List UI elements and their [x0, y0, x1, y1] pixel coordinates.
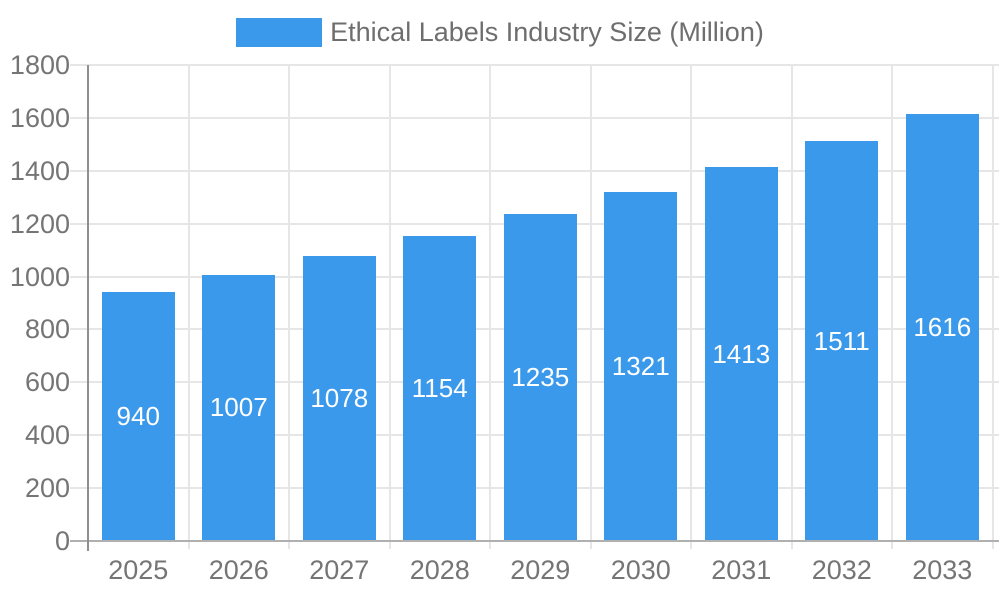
y-tick-label: 800: [24, 314, 70, 345]
bar-value-label: 940: [116, 401, 160, 432]
gridline-vertical: [589, 65, 592, 549]
x-tick-label: 2033: [912, 555, 973, 585]
bar: 1321: [604, 191, 678, 541]
y-tick-label: 200: [24, 473, 70, 504]
gridline-vertical: [891, 65, 893, 549]
bar: 1413: [704, 167, 778, 541]
y-tick-label: 1600: [9, 102, 70, 133]
legend-swatch: [236, 18, 323, 47]
gridline-vertical: [790, 65, 793, 549]
bar-value-label: 1616: [913, 311, 972, 342]
y-tick-label: 1400: [9, 155, 70, 186]
x-tick-label: 2026: [208, 555, 269, 585]
gridline-vertical: [991, 65, 994, 549]
y-tick-label: 1000: [9, 261, 70, 292]
bar: 940: [101, 292, 175, 541]
y-tick-label: 1800: [9, 50, 70, 80]
gridline-vertical: [288, 65, 290, 549]
y-tick-label: 1200: [9, 208, 70, 239]
bar-value-label: 1007: [209, 392, 268, 423]
bar: 1511: [805, 141, 879, 541]
x-tick-label: 2027: [309, 555, 370, 585]
x-tick-label: 2028: [409, 555, 470, 585]
gridline-vertical: [187, 65, 190, 549]
gridline-vertical: [388, 65, 391, 549]
plot-area: 0 200 400 600 800 1000 1200 1400 1600 1800 940 2025…: [10, 50, 999, 585]
y-tick-label: 400: [24, 420, 70, 451]
bar-value-label: 1078: [310, 382, 369, 413]
y-tick-label: 0: [54, 526, 70, 556]
y-axis-line: [87, 65, 89, 551]
bar-value-label: 1413: [712, 338, 771, 369]
legend: Ethical Labels Industry Size (Million): [0, 17, 1000, 48]
bar-value-label: 1235: [511, 362, 570, 393]
gridline-vertical: [690, 65, 692, 549]
x-tick-label: 2025: [108, 555, 169, 585]
legend-label: Ethical Labels Industry Size (Million): [330, 17, 764, 47]
x-tick-label: 2031: [711, 555, 772, 585]
x-tick-label: 2032: [811, 555, 872, 585]
gridline-horizontal: [70, 116, 999, 119]
bar-value-label: 1511: [813, 325, 870, 356]
bar-value-label: 1154: [411, 372, 468, 403]
gridline-horizontal: [70, 169, 999, 172]
x-tick-label: 2030: [610, 555, 671, 585]
bar-value-label: 1321: [611, 350, 670, 381]
x-axis-baseline: [70, 540, 999, 542]
gridline-horizontal: [70, 64, 999, 67]
bar: 1007: [202, 274, 276, 541]
gridline-vertical: [489, 65, 491, 549]
y-tick-label: 600: [24, 367, 70, 398]
bar: 1235: [503, 214, 577, 541]
bar: 1154: [403, 235, 477, 541]
bar: 1078: [302, 255, 376, 541]
bar: 1616: [905, 113, 979, 541]
x-tick-label: 2029: [510, 555, 571, 585]
